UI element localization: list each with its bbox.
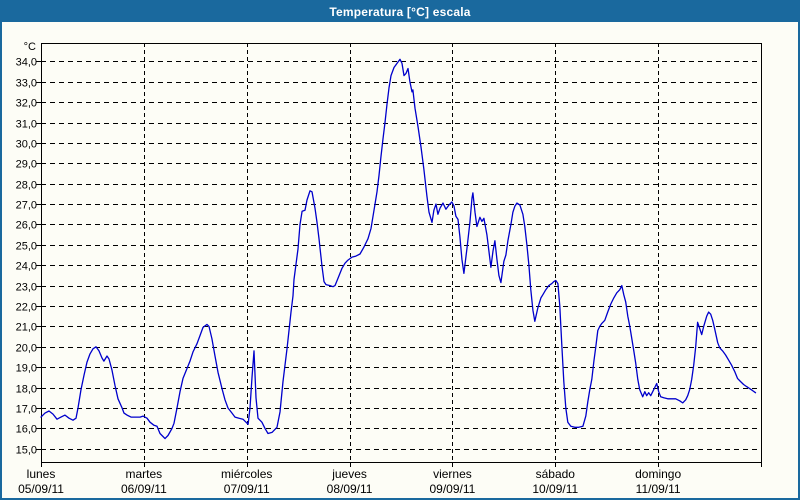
y-axis-label: 31,0 xyxy=(16,119,37,131)
day-date-label: 07/09/11 xyxy=(224,482,270,496)
chart-title: Temperatura [°C] escala xyxy=(329,5,471,19)
day-name-label: sábado xyxy=(536,467,576,481)
y-axis-label: 23,0 xyxy=(16,282,37,294)
plot-frame xyxy=(41,43,762,463)
day-name-label: martes xyxy=(126,467,163,481)
y-axis-label: 28,0 xyxy=(16,180,37,192)
y-axis-unit-label: °C xyxy=(24,41,36,53)
y-axis-label: 21,0 xyxy=(16,322,37,334)
y-axis-label: 24,0 xyxy=(16,261,37,273)
x-gridlines xyxy=(41,43,762,467)
day-date-label: 08/09/11 xyxy=(327,482,373,496)
day-date-label: 10/09/11 xyxy=(532,482,578,496)
y-axis-label: 17,0 xyxy=(16,404,37,416)
y-gridlines xyxy=(36,61,761,450)
y-axis-label: 25,0 xyxy=(16,241,37,253)
temperature-line xyxy=(40,58,757,440)
day-date-label: 05/09/11 xyxy=(18,482,64,496)
y-axis-label: 19,0 xyxy=(16,363,37,375)
y-axis-label: 16,0 xyxy=(16,424,37,436)
day-date-label: 06/09/11 xyxy=(121,482,167,496)
y-axis-label: 29,0 xyxy=(16,159,37,171)
day-name-label: viernes xyxy=(433,467,472,481)
day-name-label: lunes xyxy=(27,467,56,481)
y-axis-label: 33,0 xyxy=(16,78,37,90)
day-date-label: 09/09/11 xyxy=(430,482,476,496)
y-axis-label: 34,0 xyxy=(16,57,37,69)
y-axis-label: 22,0 xyxy=(16,302,37,314)
window-titlebar: Temperatura [°C] escala xyxy=(2,2,798,22)
y-axis-label: 18,0 xyxy=(16,384,37,396)
y-axis-label: 27,0 xyxy=(16,200,37,212)
y-axis-label: 26,0 xyxy=(16,220,37,232)
y-tick-labels: 34,0 33,0 32,0 31,0 30,0 29,0 28,0 27,0 26,0 25,0… xyxy=(16,57,37,457)
day-date-label: 11/09/11 xyxy=(636,482,681,496)
day-name-label: miércoles xyxy=(221,467,272,481)
y-axis-label: 32,0 xyxy=(16,98,37,110)
y-axis-label: 30,0 xyxy=(16,139,37,151)
day-name-label: domingo xyxy=(635,467,681,481)
day-name-label: jueves xyxy=(331,467,367,481)
y-axis-label: 15,0 xyxy=(16,445,37,457)
y-axis-label: 20,0 xyxy=(16,343,37,355)
